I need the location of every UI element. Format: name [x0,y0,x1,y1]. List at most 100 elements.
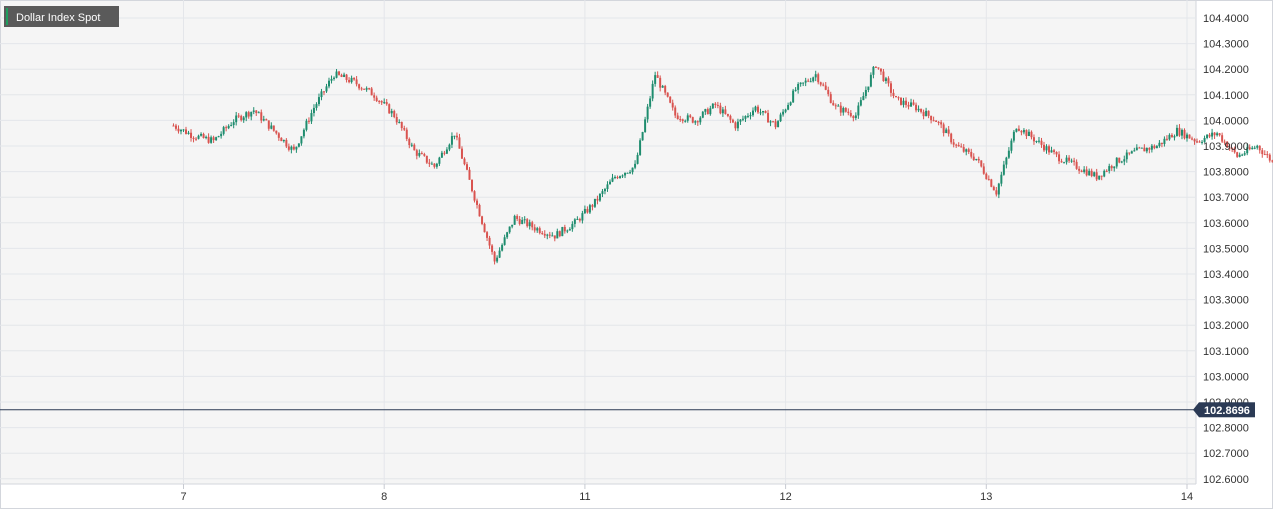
last-price-label: 102.8696 [1204,405,1250,417]
candle-down [403,128,406,130]
candle-up [230,124,233,126]
candle-up [1158,142,1161,147]
candle-down [388,104,391,114]
candle-up [608,181,611,185]
candle-down [460,148,463,159]
candle-down [488,237,491,246]
candle-down [280,137,283,142]
candle-up [232,122,235,125]
candle-up [435,163,438,167]
candle-up [438,157,441,164]
candle-up [1253,147,1256,149]
candle-up [794,89,797,91]
candle-up [418,153,421,156]
candle-down [368,88,371,90]
candle-down [1218,133,1221,136]
candle-down [195,138,198,140]
candle-down [553,235,556,239]
candle-up [325,86,328,92]
candle-up [646,106,649,120]
candle-down [202,133,205,138]
y-tick-label: 102.8000 [1203,423,1249,435]
candle-down [1223,141,1226,143]
candle-up [746,115,749,117]
candle-up [686,115,689,121]
candle-down [533,227,536,231]
candle-down [1178,127,1181,136]
candle-up [295,146,298,150]
candle-down [987,179,990,181]
candle-up [639,140,642,155]
candle-up [814,74,817,78]
candle-up [1098,175,1101,180]
candle-up [1206,134,1209,138]
candle-up [789,102,792,105]
candle-down [1100,175,1103,177]
candle-down [957,145,960,147]
candle-up [250,111,253,117]
candle-up [802,82,805,84]
candle-up [430,163,433,165]
candle-up [997,183,1000,195]
candle-up [1120,161,1123,163]
candle-down [265,119,268,121]
x-tick-label: 12 [779,491,791,503]
candle-down [982,166,985,174]
candle-up [498,250,501,258]
candle-up [1246,147,1249,154]
candle-up [450,136,453,145]
y-tick-label: 102.7000 [1203,448,1249,460]
candle-down [1193,139,1196,142]
candle-down [897,97,900,99]
y-tick-label: 103.2000 [1203,320,1249,332]
candle-down [834,105,837,107]
candle-up [704,109,707,112]
candle-up [694,121,697,123]
candle-up [902,100,905,105]
candle-up [536,228,539,231]
candle-up [410,144,413,146]
candle-down [990,179,993,187]
candle-down [307,120,310,122]
candle-up [521,219,524,224]
candle-up [245,112,248,118]
candle-down [1058,154,1061,162]
candle-down [905,100,908,105]
candle-up [762,111,765,113]
candle-down [656,75,659,78]
candle-down [807,80,810,82]
candle-down [879,68,882,72]
candle-down [1105,170,1108,172]
candle-down [674,107,677,116]
candle-down [985,173,988,180]
candle-down [548,234,551,236]
candle-up [744,116,747,119]
candle-down [962,147,965,152]
candle-up [335,71,338,78]
candle-down [1025,130,1028,137]
candle-down [207,136,210,143]
candle-down [852,116,855,119]
candle-up [1015,128,1018,132]
candle-up [1125,152,1128,160]
y-tick-label: 103.4000 [1203,269,1249,281]
candle-up [651,83,654,99]
candle-up [282,139,285,142]
candle-down [1213,132,1216,136]
candle-down [591,205,594,207]
candle-down [177,128,180,132]
candle-up [1027,131,1030,137]
candle-up [629,172,632,174]
candle-down [900,97,903,105]
candle-down [1160,142,1163,144]
candle-up [1113,166,1116,169]
candle-down [774,121,777,128]
candle-up [302,129,305,137]
candle-down [481,216,484,224]
candle-up [581,213,584,221]
candle-down [995,190,998,195]
candle-down [664,85,667,93]
candle-up [782,111,785,115]
candle-down [970,151,973,157]
candle-up [215,137,218,141]
